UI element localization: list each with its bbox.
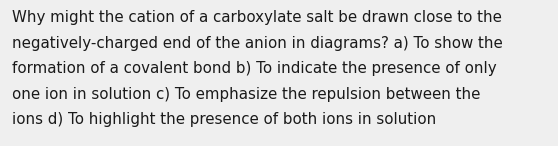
- Text: Why might the cation of a carboxylate salt be drawn close to the: Why might the cation of a carboxylate sa…: [12, 10, 502, 25]
- Text: formation of a covalent bond b) To indicate the presence of only: formation of a covalent bond b) To indic…: [12, 61, 497, 76]
- Text: ions d) To highlight the presence of both ions in solution: ions d) To highlight the presence of bot…: [12, 112, 436, 127]
- Text: one ion in solution c) To emphasize the repulsion between the: one ion in solution c) To emphasize the …: [12, 87, 480, 102]
- Text: negatively-charged end of the anion in diagrams? a) To show the: negatively-charged end of the anion in d…: [12, 36, 503, 51]
